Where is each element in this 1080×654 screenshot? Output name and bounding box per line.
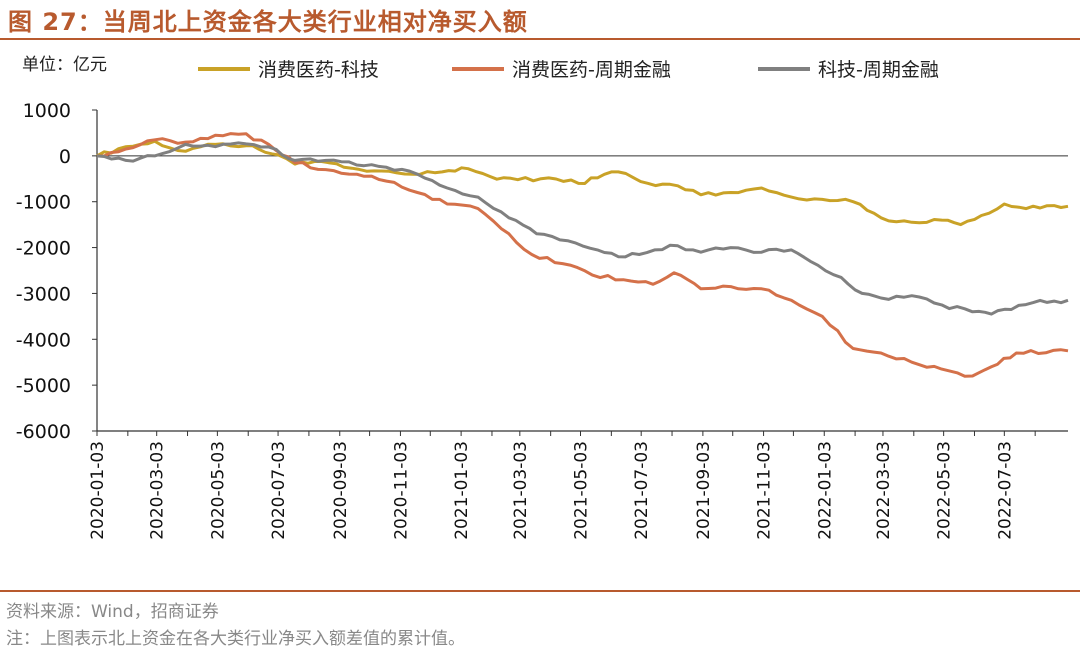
- chart-title: 图 27：当周北上资金各大类行业相对净买入额: [8, 8, 528, 36]
- legend-label-series-2: 科技-周期金融: [818, 59, 939, 81]
- legend-label-series-0: 消费医药-科技: [258, 59, 379, 81]
- source-note: 资料来源：Wind，招商证券: [6, 602, 219, 622]
- legend-swatch-series-2: [758, 66, 810, 71]
- x-tick-label: 2022-03-03: [874, 441, 894, 540]
- y-tick-label: -5000: [16, 375, 71, 397]
- y-tick-label: -6000: [16, 421, 71, 443]
- x-tick-label: 2022-07-03: [995, 441, 1015, 540]
- x-tick-label: 2021-07-03: [632, 441, 652, 540]
- footer-divider: [0, 590, 1080, 592]
- series-line-1: [96, 132, 1069, 378]
- y-tick-label: -1000: [16, 192, 71, 214]
- x-tick-label: 2022-01-03: [815, 441, 835, 540]
- x-tick-label: 2020-07-03: [269, 441, 289, 540]
- x-tick-label: 2021-03-03: [511, 441, 531, 540]
- series-line-2: [96, 141, 1069, 316]
- x-tick-label: 2020-11-03: [391, 441, 411, 540]
- unit-label: 单位：亿元: [22, 55, 107, 75]
- y-tick-label: 1000: [23, 100, 71, 122]
- y-tick-label: -3000: [16, 283, 71, 305]
- x-tick-label: 2022-05-03: [935, 441, 955, 540]
- legend-item-series-0: 消费医药-科技: [198, 55, 379, 82]
- legend-item-series-2: 科技-周期金融: [758, 55, 939, 82]
- x-tick-label: 2020-01-03: [88, 441, 108, 540]
- x-tick-label: 2020-03-03: [148, 441, 168, 540]
- footnote: 注：上图表示北上资金在各大类行业净买入额差值的累计值。: [6, 629, 465, 649]
- x-tick-label: 2020-05-03: [208, 441, 228, 540]
- legend-swatch-series-1: [452, 66, 504, 71]
- x-tick-label: 2021-11-03: [755, 441, 775, 540]
- y-tick-label: -2000: [16, 238, 71, 260]
- line-chart: 1000 0 -1000 -2000 -3000 -4000 -5000 -6000 2020-…: [16, 100, 1069, 540]
- x-tick-label: 2020-09-03: [331, 441, 351, 540]
- y-tick-label: -4000: [16, 329, 71, 351]
- legend-label-series-1: 消费医药-周期金融: [512, 59, 671, 81]
- title-divider: [0, 38, 1080, 40]
- x-tick-label: 2021-01-03: [452, 441, 472, 540]
- y-tick-label: 0: [59, 146, 71, 168]
- x-tick-label: 2021-05-03: [572, 441, 592, 540]
- series-line-0: [96, 139, 1069, 227]
- legend-swatch-series-0: [198, 66, 250, 71]
- x-tick-label: 2021-09-03: [694, 441, 714, 540]
- legend-item-series-1: 消费医药-周期金融: [452, 55, 671, 82]
